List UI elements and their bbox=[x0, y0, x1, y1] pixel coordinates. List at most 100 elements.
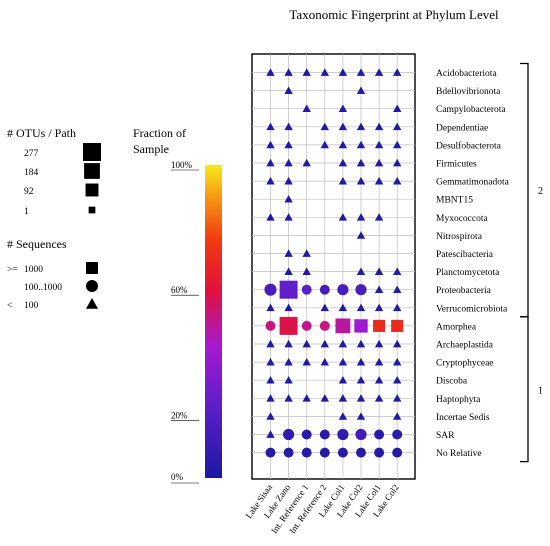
cell-marker bbox=[355, 428, 367, 441]
cell-marker bbox=[338, 104, 348, 113]
cell-marker bbox=[393, 339, 402, 348]
sequences-legend-prefix: < bbox=[7, 301, 12, 311]
cell-marker bbox=[284, 213, 293, 221]
cell-marker bbox=[284, 195, 293, 203]
colorbar-tick-label: 60% bbox=[171, 285, 188, 295]
cell-marker bbox=[338, 213, 348, 221]
cell-marker bbox=[284, 68, 293, 76]
cell-marker bbox=[279, 280, 298, 299]
cell-marker bbox=[302, 68, 311, 76]
cell-marker bbox=[338, 122, 348, 131]
cell-marker bbox=[338, 357, 348, 366]
cells bbox=[264, 68, 404, 458]
sequences-legend: >= 1000 100..1000 < 100 bbox=[7, 262, 98, 311]
cell-marker bbox=[393, 176, 402, 185]
row-label: Nitrospirota bbox=[436, 232, 483, 242]
cell-marker bbox=[302, 158, 311, 167]
row-label: Amorphea bbox=[436, 322, 477, 332]
cell-marker bbox=[356, 376, 366, 384]
cell-marker bbox=[374, 303, 384, 312]
otus-legend-label: 184 bbox=[24, 168, 39, 178]
sequences-legend-prefix: >= bbox=[7, 265, 18, 275]
cell-marker bbox=[301, 447, 312, 458]
cell-marker bbox=[374, 429, 385, 440]
cell-marker bbox=[393, 104, 402, 113]
grid-frame bbox=[251, 53, 416, 480]
cell-marker bbox=[355, 284, 367, 296]
row-label: Bdellovibrionota bbox=[436, 87, 501, 97]
cell-marker bbox=[283, 447, 294, 458]
cell-marker bbox=[393, 158, 402, 167]
cell-marker bbox=[301, 429, 312, 440]
cell-marker bbox=[393, 376, 402, 384]
cell-marker bbox=[374, 213, 384, 221]
cell-marker bbox=[356, 339, 366, 348]
cell-marker bbox=[301, 284, 312, 295]
row-label: Firmicutes bbox=[436, 160, 477, 170]
cell-marker bbox=[338, 68, 348, 76]
cell-marker bbox=[266, 394, 275, 402]
cell-marker bbox=[320, 68, 329, 76]
cell-marker bbox=[356, 68, 366, 76]
row-label: Campylobacterota bbox=[436, 105, 506, 115]
cell-marker bbox=[266, 176, 275, 185]
cell-marker bbox=[374, 357, 384, 366]
sequences-legend-shape bbox=[86, 262, 98, 274]
cell-marker bbox=[393, 285, 402, 294]
cell-marker bbox=[356, 447, 366, 458]
cell-marker bbox=[374, 447, 385, 458]
colorbar-ticks: 100% 60% 20% 0% bbox=[171, 160, 199, 484]
cell-marker bbox=[374, 122, 384, 131]
otus-legend-label: 277 bbox=[24, 149, 39, 159]
otus-legend-label: 92 bbox=[24, 187, 34, 197]
sequences-legend-label: 1000 bbox=[24, 265, 43, 275]
sequences-legend-title: # Sequences bbox=[7, 237, 67, 251]
cell-marker bbox=[335, 318, 351, 334]
cell-marker bbox=[393, 267, 402, 275]
cell-marker bbox=[393, 68, 402, 76]
cell-marker bbox=[338, 176, 348, 185]
group-bracket bbox=[520, 316, 529, 463]
row-label: Patescibacteria bbox=[436, 250, 494, 260]
group-label: 1 bbox=[538, 385, 543, 396]
row-label: Incertae Sedis bbox=[436, 413, 490, 423]
row-label: Desulfobacterota bbox=[436, 140, 502, 151]
cell-marker bbox=[284, 86, 293, 94]
cell-marker bbox=[392, 447, 403, 458]
cell-marker bbox=[356, 176, 366, 185]
cell-marker bbox=[284, 158, 293, 167]
group-brackets: 21 bbox=[520, 62, 543, 463]
row-label: Myxococcota bbox=[436, 214, 488, 224]
cell-marker bbox=[266, 213, 275, 221]
cell-marker bbox=[266, 68, 275, 76]
cell-marker bbox=[266, 158, 275, 167]
cell-marker bbox=[283, 428, 295, 441]
cell-marker bbox=[266, 412, 275, 420]
cell-marker bbox=[302, 267, 311, 275]
cell-marker bbox=[284, 140, 293, 149]
cell-marker bbox=[284, 249, 293, 257]
cell-marker bbox=[356, 357, 366, 366]
cell-marker bbox=[284, 176, 293, 185]
cell-marker bbox=[302, 394, 311, 402]
cell-marker bbox=[374, 339, 384, 348]
otus-legend: 277 184 92 1 bbox=[24, 143, 101, 217]
row-label: Gemmatimonadota bbox=[436, 178, 510, 188]
cell-marker bbox=[284, 267, 293, 275]
cell-marker bbox=[356, 158, 366, 167]
sequences-legend-shape bbox=[86, 280, 98, 292]
cell-marker bbox=[374, 285, 384, 294]
cell-marker bbox=[284, 357, 293, 366]
cell-marker bbox=[266, 376, 275, 384]
cell-marker bbox=[319, 284, 330, 295]
cell-marker bbox=[319, 320, 330, 331]
cell-marker bbox=[266, 122, 275, 131]
row-label: Proteobacteria bbox=[436, 286, 492, 296]
cell-marker bbox=[284, 394, 293, 402]
cell-marker bbox=[320, 394, 329, 402]
cell-marker bbox=[391, 319, 404, 332]
row-labels: Acidobacteriota Bdellovibrionota Campyloba… bbox=[436, 69, 510, 459]
cell-marker bbox=[374, 158, 384, 167]
cell-marker bbox=[319, 447, 330, 458]
